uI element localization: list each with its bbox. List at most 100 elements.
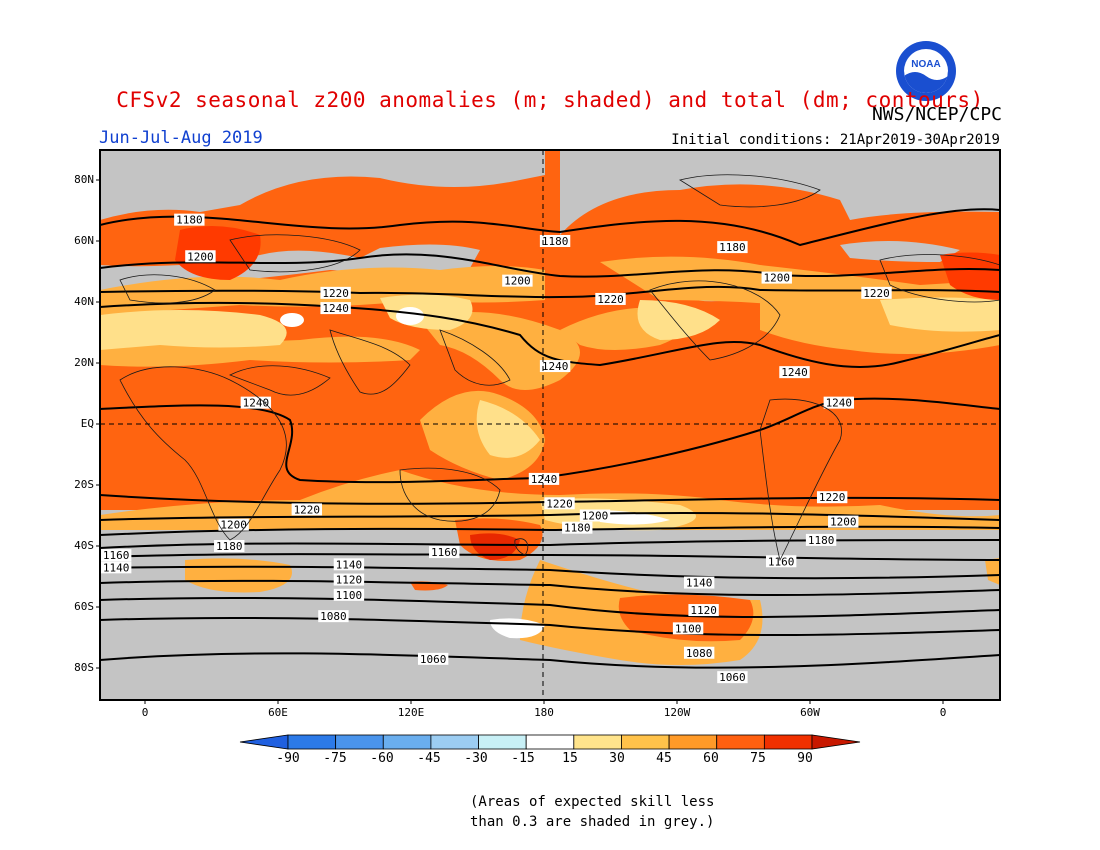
contour-label: 1120 xyxy=(688,604,719,617)
lat-label: 20N xyxy=(74,356,94,369)
lat-label: EQ xyxy=(80,417,94,430)
contour-label: 1060 xyxy=(717,671,748,684)
colorbar-label: -75 xyxy=(323,751,347,766)
svg-text:1180: 1180 xyxy=(719,241,746,254)
colorbar-swatch xyxy=(287,734,337,750)
colorbar-label: -90 xyxy=(276,751,300,766)
map-frame xyxy=(99,149,1001,701)
svg-text:1240: 1240 xyxy=(531,473,558,486)
lat-label: 40S xyxy=(74,539,94,552)
contour-label: 1100 xyxy=(672,622,704,635)
svg-text:1200: 1200 xyxy=(764,272,791,285)
colorbar-label: 30 xyxy=(609,751,625,766)
colorbar-label: -30 xyxy=(464,751,488,766)
colorbar-swatch xyxy=(573,734,622,750)
svg-text:1240: 1240 xyxy=(781,366,808,379)
svg-text:1200: 1200 xyxy=(504,275,531,288)
svg-text:1240: 1240 xyxy=(826,397,853,410)
initial-conditions-label: Initial conditions: 21Apr2019-30Apr2019 xyxy=(671,132,1000,148)
svg-text:1060: 1060 xyxy=(719,671,746,684)
contour-label: 1120 xyxy=(333,573,365,587)
svg-text:1200: 1200 xyxy=(220,519,247,532)
contour-label: 1180 xyxy=(174,213,205,227)
svg-text:1200: 1200 xyxy=(187,250,214,263)
contour-label: 1180 xyxy=(539,235,571,248)
colorbar-swatch xyxy=(239,734,289,750)
svg-text:1220: 1220 xyxy=(322,287,349,300)
colorbar-label: 15 xyxy=(562,751,578,766)
contour-label: 1200 xyxy=(218,518,249,532)
svg-text:1200: 1200 xyxy=(582,510,609,523)
contour-label: 1180 xyxy=(562,521,593,535)
colorbar xyxy=(239,734,861,750)
contour-label: 1100 xyxy=(333,588,365,602)
contour-label: 1240 xyxy=(528,472,560,486)
lon-label: 0 xyxy=(939,706,947,719)
contour-label: 1240 xyxy=(240,396,272,410)
season-label: Jun-Jul-Aug 2019 xyxy=(99,128,263,148)
contour-label: 1240 xyxy=(539,360,571,373)
svg-text:1180: 1180 xyxy=(808,534,835,547)
svg-text:1140: 1140 xyxy=(336,558,363,571)
contour-label: 1160 xyxy=(765,555,797,568)
svg-text:1180: 1180 xyxy=(176,214,203,227)
lat-label: 60N xyxy=(74,234,94,247)
svg-text:1100: 1100 xyxy=(336,589,363,602)
lon-label: 120E xyxy=(397,706,425,719)
svg-text:1120: 1120 xyxy=(336,574,363,587)
contour-label: 1140 xyxy=(100,561,132,574)
map-title: CFSv2 seasonal z200 anomalies (m; shaded… xyxy=(116,88,984,112)
contour-label: 1160 xyxy=(429,546,460,559)
colorbar-swatch xyxy=(382,734,432,750)
svg-text:1220: 1220 xyxy=(546,497,573,510)
lat-label: 60S xyxy=(74,600,94,613)
contour-label: 1240 xyxy=(320,302,351,315)
colorbar-label: -45 xyxy=(417,751,441,766)
lon-label: 0 xyxy=(141,706,149,719)
contour-label: 1200 xyxy=(502,274,533,288)
height-contours xyxy=(100,208,1000,669)
contour-label: 1220 xyxy=(595,292,626,306)
colorbar-swatch xyxy=(335,734,384,750)
svg-text:1180: 1180 xyxy=(216,540,243,553)
agency-label: NWS/NCEP/CPC xyxy=(871,104,1002,125)
svg-text:1160: 1160 xyxy=(103,549,130,562)
lat-label: 80N xyxy=(74,173,94,186)
contour-label: 1200 xyxy=(185,250,216,263)
contour-label: 1220 xyxy=(816,491,848,504)
lon-label: 60E xyxy=(268,706,288,719)
colorbar-label: -60 xyxy=(370,751,394,766)
lon-label: 60W xyxy=(800,706,820,719)
skill-note: (Areas of expected skill less than 0.3 a… xyxy=(470,794,715,830)
contour-label: 1180 xyxy=(805,533,837,547)
contour-label: 1180 xyxy=(717,241,748,254)
lon-label: 180 xyxy=(534,706,554,719)
lat-label: 80S xyxy=(74,661,94,674)
contour-label: 1140 xyxy=(683,576,715,590)
svg-text:1220: 1220 xyxy=(819,491,846,504)
svg-text:1140: 1140 xyxy=(103,561,130,574)
contour-label: 1080 xyxy=(318,610,349,623)
contour-label: 1200 xyxy=(828,515,859,529)
contour-label: 1240 xyxy=(823,396,855,410)
lat-label: 40N xyxy=(74,295,94,308)
contour-label: 1200 xyxy=(579,509,611,523)
noaa-logo: NOAA xyxy=(895,40,957,102)
svg-text:1220: 1220 xyxy=(863,287,890,300)
svg-text:1100: 1100 xyxy=(675,622,702,635)
colorbar-swatch xyxy=(668,734,718,750)
svg-text:1140: 1140 xyxy=(686,577,713,590)
svg-text:1180: 1180 xyxy=(542,235,569,248)
lon-label: 120W xyxy=(663,706,691,719)
contour-label: 1160 xyxy=(100,549,132,562)
colorbar-swatch xyxy=(525,734,575,750)
contour-label: 1060 xyxy=(417,652,449,666)
contour-label: 1220 xyxy=(291,503,323,516)
contour-label: 1080 xyxy=(683,646,715,660)
contour-label: 1240 xyxy=(779,366,810,379)
lat-label: 20S xyxy=(74,478,94,491)
contour-label: 1180 xyxy=(214,540,245,553)
svg-text:1160: 1160 xyxy=(768,555,795,568)
contour-label: 1140 xyxy=(333,558,365,571)
